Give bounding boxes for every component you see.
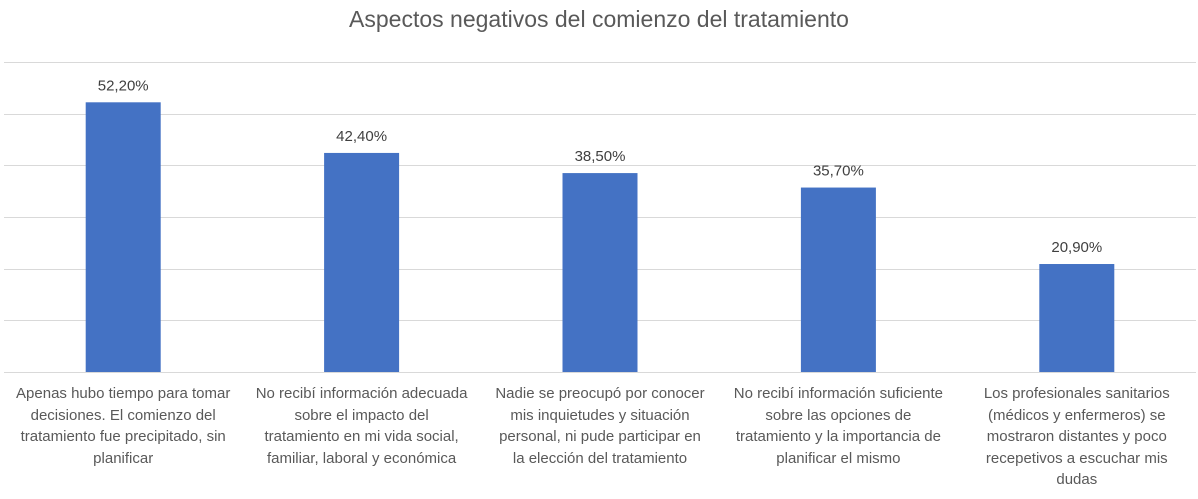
category-label-line: No recibí información adecuada: [255, 385, 468, 402]
category-label-line: mis inquietudes y situación: [510, 406, 690, 424]
category-label-line: mostraron distantes y poco: [986, 428, 1167, 445]
category-label-line: dudas: [1056, 471, 1098, 488]
data-label: 38,50%: [575, 148, 626, 165]
data-label: 42,40%: [336, 128, 387, 145]
category-label-line: No recibí información suficiente: [733, 385, 944, 402]
category-label-line: la elección del tratamiento: [512, 449, 688, 467]
category-label-line: (médicos y enfermeros) se: [988, 406, 1166, 424]
category-label-line: decisiones. El comienzo del: [30, 406, 216, 424]
category-label-line: Los profesionales sanitarios: [983, 385, 1170, 402]
category-label-line: recepetivos a escuchar mis: [985, 449, 1168, 467]
category-label-line: planificar: [93, 449, 154, 467]
chart-title: Aspectos negativos del comienzo del trat…: [349, 6, 849, 32]
data-label: 20,90%: [1051, 239, 1102, 256]
data-label: 52,20%: [98, 77, 149, 94]
category-label: No recibí información suficiente sobre la…: [719, 383, 957, 469]
bar: [1039, 264, 1115, 372]
category-label-line: sobre las opciones de: [765, 406, 912, 424]
category-label-line: sobre el impacto del: [294, 406, 429, 424]
category-label-line: familiar, laboral y económica: [266, 449, 457, 467]
bar: [800, 187, 876, 372]
category-label-line: personal, ni pude participar en: [499, 428, 701, 445]
category-label-line: tratamiento y la importancia de: [735, 428, 941, 445]
data-label: 35,70%: [813, 163, 864, 180]
category-label: Nadie se preocupó por conocer mis inquiet…: [481, 383, 719, 469]
category-label-line: planificar el mismo: [776, 449, 901, 467]
category-label-line: Apenas hubo tiempo para tomar: [16, 385, 231, 402]
bar: [324, 152, 400, 372]
category-label: No recibí información adecuada sobre el i…: [243, 383, 481, 469]
category-label: Apenas hubo tiempo para tomar decisiones.…: [4, 383, 242, 469]
bar: [85, 102, 161, 373]
bar: [562, 173, 638, 372]
category-label-line: tratamiento en mi vida social,: [264, 428, 459, 445]
category-label-line: tratamiento fue precipitado, sin: [20, 428, 226, 445]
category-label-line: Nadie se preocupó por conocer: [495, 385, 705, 402]
category-label: Los profesionales sanitarios (médicos y e…: [958, 383, 1196, 491]
